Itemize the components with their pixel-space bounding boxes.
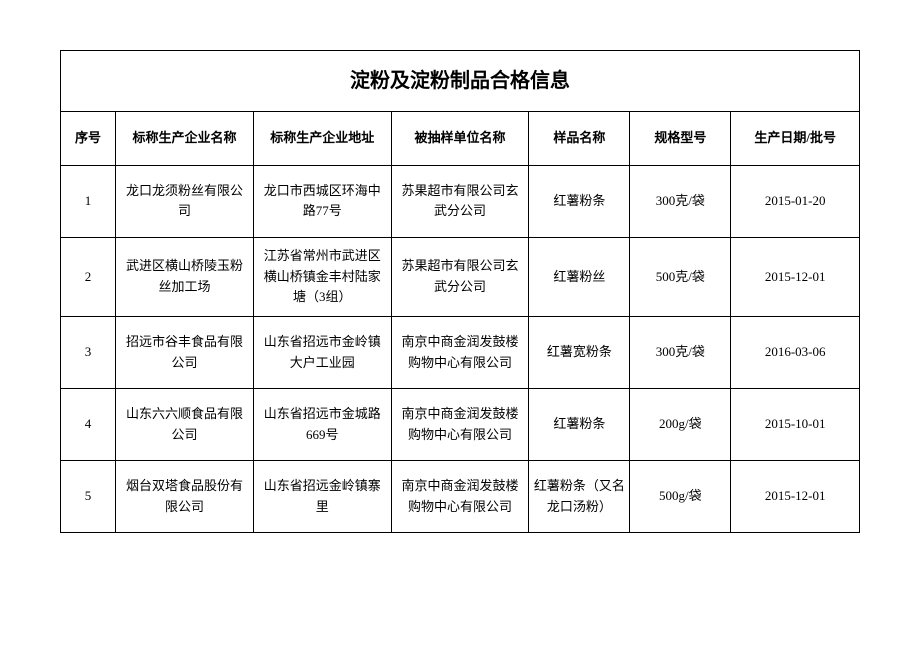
cell-address: 江苏省常州市武进区横山桥镇金丰村陆家塘（3组）	[253, 237, 391, 316]
cell-company: 烟台双塔食品股份有限公司	[116, 461, 254, 533]
cell-sample: 红薯宽粉条	[529, 317, 630, 389]
cell-seq: 2	[61, 237, 116, 316]
cell-date: 2015-10-01	[731, 389, 860, 461]
cell-seq: 5	[61, 461, 116, 533]
cell-spec: 500克/袋	[630, 237, 731, 316]
cell-seq: 1	[61, 165, 116, 237]
header-sample: 样品名称	[529, 112, 630, 166]
cell-address: 山东省招远金岭镇寨里	[253, 461, 391, 533]
cell-company: 山东六六顺食品有限公司	[116, 389, 254, 461]
table-body: 1 龙口龙须粉丝有限公司 龙口市西城区环海中路77号 苏果超市有限公司玄武分公司…	[61, 165, 860, 532]
qualification-table: 淀粉及淀粉制品合格信息 序号 标称生产企业名称 标称生产企业地址 被抽样单位名称…	[60, 50, 860, 533]
header-seq: 序号	[61, 112, 116, 166]
cell-company: 武进区横山桥陵玉粉丝加工场	[116, 237, 254, 316]
cell-date: 2015-12-01	[731, 237, 860, 316]
cell-spec: 300克/袋	[630, 165, 731, 237]
cell-address: 山东省招远市金岭镇大户工业园	[253, 317, 391, 389]
cell-spec: 200g/袋	[630, 389, 731, 461]
cell-sample: 红薯粉条	[529, 389, 630, 461]
table-title: 淀粉及淀粉制品合格信息	[61, 51, 860, 112]
cell-sample: 红薯粉条	[529, 165, 630, 237]
cell-sample: 红薯粉条（又名龙口汤粉）	[529, 461, 630, 533]
cell-sampled: 南京中商金润发鼓楼购物中心有限公司	[391, 461, 529, 533]
header-address: 标称生产企业地址	[253, 112, 391, 166]
cell-sampled: 南京中商金润发鼓楼购物中心有限公司	[391, 389, 529, 461]
table-row: 5 烟台双塔食品股份有限公司 山东省招远金岭镇寨里 南京中商金润发鼓楼购物中心有…	[61, 461, 860, 533]
cell-date: 2015-12-01	[731, 461, 860, 533]
cell-company: 龙口龙须粉丝有限公司	[116, 165, 254, 237]
header-company: 标称生产企业名称	[116, 112, 254, 166]
cell-address: 山东省招远市金城路669号	[253, 389, 391, 461]
table-row: 2 武进区横山桥陵玉粉丝加工场 江苏省常州市武进区横山桥镇金丰村陆家塘（3组） …	[61, 237, 860, 316]
cell-sampled: 南京中商金润发鼓楼购物中心有限公司	[391, 317, 529, 389]
cell-date: 2015-01-20	[731, 165, 860, 237]
cell-sample: 红薯粉丝	[529, 237, 630, 316]
table-row: 3 招远市谷丰食品有限公司 山东省招远市金岭镇大户工业园 南京中商金润发鼓楼购物…	[61, 317, 860, 389]
header-spec: 规格型号	[630, 112, 731, 166]
cell-sampled: 苏果超市有限公司玄武分公司	[391, 165, 529, 237]
cell-date: 2016-03-06	[731, 317, 860, 389]
cell-sampled: 苏果超市有限公司玄武分公司	[391, 237, 529, 316]
cell-spec: 500g/袋	[630, 461, 731, 533]
table-row: 1 龙口龙须粉丝有限公司 龙口市西城区环海中路77号 苏果超市有限公司玄武分公司…	[61, 165, 860, 237]
cell-seq: 3	[61, 317, 116, 389]
header-row: 序号 标称生产企业名称 标称生产企业地址 被抽样单位名称 样品名称 规格型号 生…	[61, 112, 860, 166]
cell-address: 龙口市西城区环海中路77号	[253, 165, 391, 237]
header-sampled: 被抽样单位名称	[391, 112, 529, 166]
cell-company: 招远市谷丰食品有限公司	[116, 317, 254, 389]
table-row: 4 山东六六顺食品有限公司 山东省招远市金城路669号 南京中商金润发鼓楼购物中…	[61, 389, 860, 461]
header-date: 生产日期/批号	[731, 112, 860, 166]
cell-seq: 4	[61, 389, 116, 461]
title-row: 淀粉及淀粉制品合格信息	[61, 51, 860, 112]
cell-spec: 300克/袋	[630, 317, 731, 389]
